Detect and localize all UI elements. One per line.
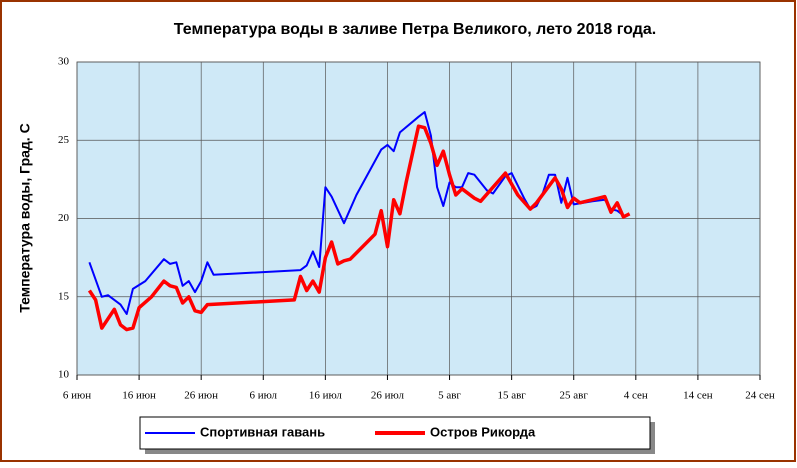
legend-label: Спортивная гавань [200,424,325,439]
series-line [88,111,625,315]
x-tick-label: 15 авг [497,390,526,402]
x-tick-label: 25 авг [560,390,589,402]
y-tick-label: 25 [58,134,70,146]
x-tick-label: 26 июл [371,390,405,402]
x-tick-label: 14 сен [683,390,713,402]
x-tick-label: 4 сен [624,390,648,402]
series-line [87,124,631,332]
x-tick-label: 6 июн [63,390,91,402]
y-axis-label: Температура воды, Град. С [17,123,33,312]
x-tick-label: 26 июн [184,390,218,402]
x-tick-label: 5 авг [438,390,461,402]
y-tick-label: 20 [58,212,70,224]
x-tick-label: 6 июл [249,390,277,402]
y-tick-label: 10 [58,369,70,381]
x-tick-label: 16 июн [122,390,156,402]
y-tick-label: 15 [58,290,70,302]
x-tick-label: 24 сен [745,390,775,402]
legend-label: Остров Рикорда [430,424,536,439]
x-tick-label: 16 июл [309,390,343,402]
y-tick-label: 30 [58,56,70,68]
chart-title: Температура воды в заливе Петра Великого… [174,21,656,38]
